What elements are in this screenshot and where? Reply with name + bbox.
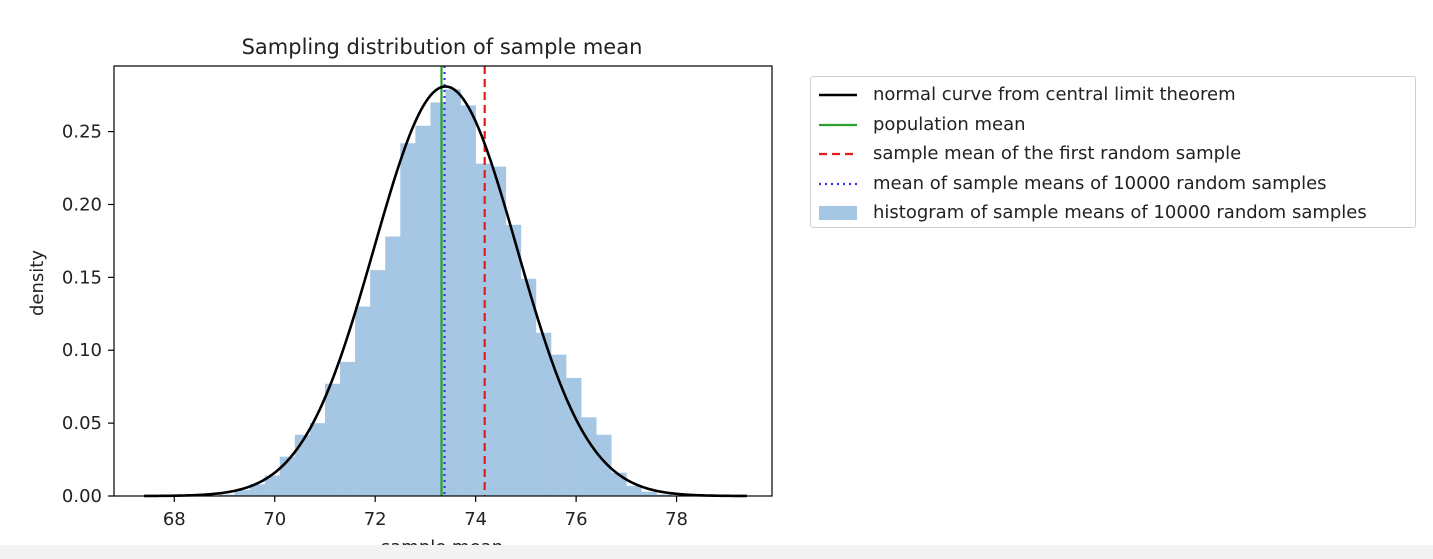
legend-item-histogram: histogram of sample means of 10000 rando… [811, 198, 1415, 228]
legend-label-first-sample-mean: sample mean of the first random sample [873, 143, 1242, 164]
reference-lines [440, 66, 486, 496]
histogram-bar [581, 417, 597, 496]
normal-curve-line [144, 85, 747, 498]
histogram-bar [566, 377, 582, 496]
x-tick-label: 70 [263, 509, 286, 530]
histogram-bar [370, 270, 386, 496]
histogram-bar [656, 494, 672, 496]
chart-legend: normal curve from central limit theorem … [810, 76, 1416, 228]
bottom-strip [0, 545, 1433, 559]
y-tick-label: 0.10 [62, 340, 102, 361]
legend-label-population-mean: population mean [873, 114, 1026, 135]
chart-title: Sampling distribution of sample mean [242, 35, 643, 59]
legend-label-mean-of-means: mean of sample means of 10000 random sam… [873, 173, 1327, 194]
legend-swatch-normal-curve [819, 93, 857, 97]
x-tick-label: 72 [364, 509, 387, 530]
legend-item-mean-of-means: mean of sample means of 10000 random sam… [811, 169, 1415, 199]
histogram-bar [445, 89, 461, 497]
histogram-bar [340, 361, 356, 496]
histogram-bar [460, 105, 476, 497]
histogram-bar [535, 332, 552, 496]
plot-area: 68 70 72 74 76 78 0.00 0.05 0.10 0.15 0.20 0.25 [62, 65, 773, 530]
x-tick-label: 76 [565, 509, 588, 530]
histogram-bar [596, 434, 612, 496]
histogram-bar [309, 423, 326, 496]
histogram-bar [475, 163, 492, 496]
axes-frame [113, 65, 773, 497]
y-tick-label: 0.00 [62, 486, 102, 507]
histogram-bar [641, 491, 657, 496]
histogram-bar [550, 354, 567, 496]
histogram-bar [355, 306, 371, 496]
legend-item-population-mean: population mean [811, 110, 1415, 140]
histogram-bar [430, 102, 446, 497]
y-axis-ticks: 0.00 0.05 0.10 0.15 0.20 0.25 [62, 122, 114, 507]
x-tick-label: 78 [665, 509, 688, 530]
x-axis-ticks: 68 70 72 74 76 78 [163, 496, 688, 530]
histogram-bars [219, 89, 672, 497]
y-tick-label: 0.15 [62, 267, 102, 288]
histogram-bar [219, 494, 235, 496]
legend-item-first-sample-mean: sample mean of the first random sample [811, 139, 1415, 169]
histogram-bar [626, 485, 642, 496]
y-tick-label: 0.25 [62, 122, 102, 143]
histogram-bar [490, 166, 507, 496]
histogram-bar [294, 434, 311, 496]
y-axis-label: density [27, 250, 48, 316]
y-tick-label: 0.20 [62, 194, 102, 215]
legend-item-normal-curve: normal curve from central limit theorem [811, 80, 1415, 110]
histogram-bar [520, 278, 537, 496]
legend-swatch-population-mean [819, 123, 857, 127]
histogram-bar [249, 484, 265, 496]
y-tick-label: 0.05 [62, 413, 102, 434]
histogram-bar [385, 236, 401, 497]
histogram-bar [415, 125, 431, 497]
legend-swatch-first-sample-mean [819, 152, 857, 156]
histogram-bar [400, 143, 416, 496]
legend-label-normal-curve: normal curve from central limit theorem [873, 84, 1236, 105]
legend-swatch-mean-of-means [819, 182, 857, 186]
legend-label-histogram: histogram of sample means of 10000 rando… [873, 202, 1367, 223]
histogram-bar [505, 224, 522, 497]
legend-swatch-histogram [819, 206, 857, 220]
histogram-bar [264, 475, 281, 496]
histogram-bar [234, 490, 250, 496]
x-tick-label: 74 [464, 509, 487, 530]
x-tick-label: 68 [163, 509, 186, 530]
histogram-bar [324, 383, 341, 496]
